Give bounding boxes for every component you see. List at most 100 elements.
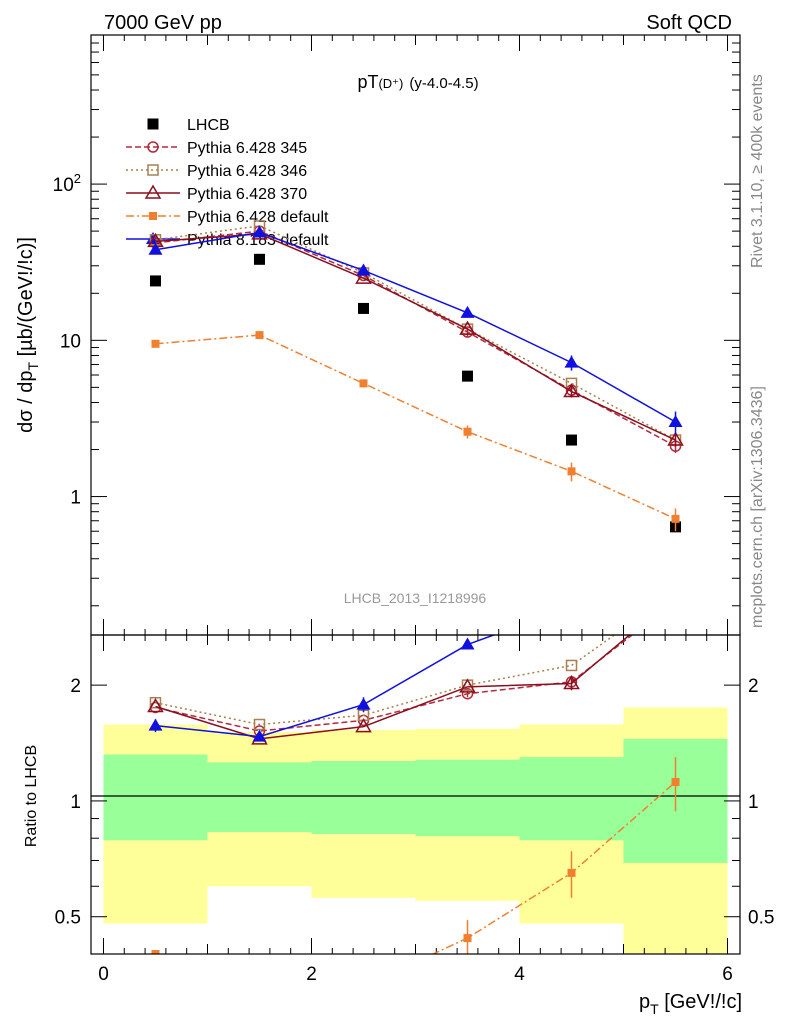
ratio-ticks: 0.5 0.5 1 1 2 2 0 2 4 6 [55,635,774,985]
ratio-point-py6def [151,950,160,954]
legend-item-lhcb: LHCB [147,117,230,134]
data-point-py6def [151,339,160,348]
series-py8def [148,225,683,435]
ratio-point-py370 [147,698,164,713]
title-range: (y-4.0-4.5) [409,75,478,92]
legend-marker [147,164,159,176]
ratio-point-py8def [148,718,163,731]
legend-label: Pythia 6.428 default [187,209,329,226]
ratio-point-py370 [459,678,476,693]
legend-marker [149,212,157,220]
data-point-py370 [563,383,580,398]
data-point-py6def [463,427,472,436]
tick-exponent: 2 [74,171,81,186]
band-green [207,762,312,833]
mcplots-label: mcplots.cern.ch [arXiv:1306.3436] [749,386,766,628]
band-green [519,757,624,841]
ratio-point-py346 [149,696,162,709]
ratio-point-py346 [253,718,266,731]
legend-item-py6def: Pythia 6.428 default [126,209,329,226]
main-y-axis-label: dσ / dpT [µb/(GeV!/!c)] [15,237,41,433]
ratio-y-tick-label-right: 2 [748,676,759,697]
legend-marker [144,184,162,199]
ratio-y-tick-label: 1 [70,792,81,813]
main-y-tick-label: 1 [70,488,81,509]
ratio-point-py6def [463,934,472,943]
ratio-y-tick-label-right: 1 [748,792,759,813]
series-line-py8def [155,231,676,423]
rivet-label: Rivet 3.1.10, ≥ 400k events [749,74,766,268]
data-point-py8def [148,242,163,255]
series-py6def [151,331,680,532]
data-point-py6def [567,467,576,476]
data-point-py370 [355,269,372,284]
band-green [103,754,208,841]
data-point-py8def [564,355,579,368]
data-point-py8def [252,225,267,238]
ratio-point-py6def [567,868,576,877]
ratio-bands [103,707,728,954]
legend-marker [147,141,159,153]
data-point-py370 [459,320,476,335]
main-title: pT(D⁺) (y-4.0-4.5) [357,72,478,92]
label-part: dσ / dp [15,371,37,433]
legend: LHCB Pythia 6.428 345 Pythia 6.428 346 Pyth… [126,117,329,249]
header-right: Soft QCD [646,12,732,34]
label-part: [µb/(GeV!/!c)] [15,237,37,362]
ratio-panel: 0.5 0.5 1 1 2 2 0 2 4 6 Ratio to LHCB pT [GeV!/!c… [23,634,774,1017]
main-y-tick-label: 102 [53,171,81,196]
legend-item-py370: Pythia 6.428 370 [126,184,307,203]
ratio-y-tick-label: 2 [70,676,81,697]
ratio-line-py8def [155,635,496,738]
main-series [147,220,684,533]
legend-marker [147,118,159,130]
ratio-y-axis-label: Ratio to LHCB [23,745,40,847]
x-axis-label: pT [GeV!/!c] [639,991,742,1017]
title-sub: (D⁺) [378,76,403,91]
ratio-point-py345 [461,687,474,700]
label-part: p [639,991,650,1013]
ratio-series [147,635,680,954]
ratio-point-py8def [460,637,475,650]
x-tick-label: 0 [98,964,109,985]
data-point-py6def [671,514,680,523]
ratio-point-py8def [252,729,267,742]
watermark: LHCB_2013_I1218996 [344,590,487,606]
data-point-py6def [255,331,264,340]
ratio-y-tick-label-right: 0.5 [748,908,774,929]
ratio-point-py8def [356,697,371,710]
ratio-frame [90,634,741,955]
title-main: pT [357,72,378,92]
main-panel: pT(D⁺) (y-4.0-4.5) LHCB_2013_I1218996 dσ … [15,34,741,636]
ratio-series-py6def [151,757,680,954]
main-y-tick-label: 10 [60,331,81,352]
ratio-line-py346 [155,635,616,726]
data-point-py8def [460,305,475,318]
label-subscript: T [25,362,41,371]
data-point-lhcb [253,253,265,265]
data-point-lhcb [357,302,369,314]
x-tick-label: 2 [306,964,317,985]
data-point-py6def [359,379,368,388]
legend-item-py345: Pythia 6.428 345 [126,140,307,157]
legend-label: LHCB [187,117,230,134]
band-green [311,760,416,835]
data-point-lhcb [566,434,578,446]
ratio-point-py370 [355,718,372,733]
ratio-y-tick-label: 0.5 [55,908,81,929]
legend-label: Pythia 6.428 370 [187,186,307,203]
data-point-lhcb [149,275,161,287]
ratio-point-py346 [565,659,578,672]
data-point-lhcb [462,370,474,382]
label-subscript: T [650,1001,659,1017]
data-point-py8def [668,415,683,428]
legend-label: Pythia 6.428 346 [187,163,307,180]
ratio-point-py370 [563,674,580,690]
main-ticks: 1 10 102 [53,34,740,635]
ratio-line-py370 [155,635,631,740]
x-tick-label: 4 [514,964,525,985]
label-part: [GeV!/!c] [659,991,742,1013]
ratio-series-py8def [148,635,496,742]
data-point-py8def [356,263,371,276]
